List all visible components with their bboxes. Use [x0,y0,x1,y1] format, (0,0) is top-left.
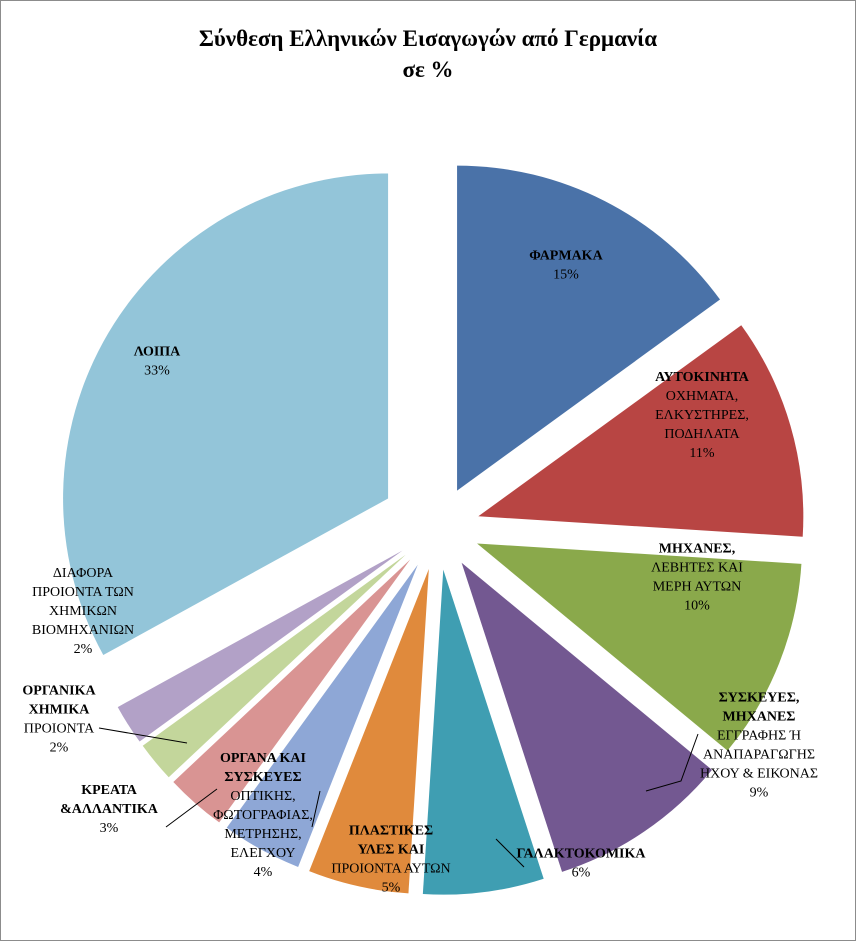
slice-label: ΚΡΕΑΤΑ &ΑΛΛΑΝΤΙΚΑ 3% [60,783,159,836]
slice-name-line: ΟΡΓΑΝΙΚΑ [22,684,96,699]
slice-name-line: ΜΕΡΗ ΑΥΤΩΝ [653,580,742,595]
slice-value-label: 9% [750,786,769,801]
slice-name-line: ΗΧΟΥ & ΕΙΚΟΝΑΣ [700,767,818,782]
slice-name-line: ΠΡΟΙΟΝΤΑ ΑΥΤΩΝ [331,862,450,877]
slice-name-line: ΦΩΤΟΓΡΑΦΙΑΣ, [213,808,313,823]
pie-slice [461,562,713,872]
pie-slice [63,173,389,656]
slice-name-line: ΠΡΟΙΟΝΤΑ [24,722,95,737]
slice-label: ΑΥΤΟΚΙΝΗΤΑ ΟΧΗΜΑΤΑ, ΕΛΚΥΣΤΗΡΕΣ, ΠΟΔΗΛΑΤΑ 11% [655,370,750,461]
slice-name-line: &ΑΛΛΑΝΤΙΚΑ [60,802,159,817]
leader-line [165,788,218,828]
slice-name-line: ΧΗΜΙΚΩΝ [49,604,117,619]
slice-name-line: ΠΡΟΙΟΝΤΑ ΤΩΝ [32,585,134,600]
pie-slice [309,568,429,894]
slice-name-line: ΜΗΧΑΝΕΣ [723,710,796,725]
pie-slice [117,550,403,742]
slice-name-line: ΟΠΤΙΚΗΣ, [230,789,295,804]
pie-slice [457,165,720,491]
slice-value-label: 15% [553,268,579,283]
slice-label: ΠΛΑΣΤΙΚΕΣ ΥΛΕΣ ΚΑΙ ΠΡΟΙΟΝΤΑ ΑΥΤΩΝ 5% [331,824,450,896]
slice-name-line: ΜΕΤΡΗΣΗΣ, [224,827,301,842]
slice-name-line: ΛΟΙΠΑ [134,345,181,360]
slice-value-label: 3% [100,821,119,836]
pie-slice [142,554,406,778]
slice-name-line: ΕΛΚΥΣΤΗΡΕΣ, [655,408,749,423]
slice-name-line: ΒΙΟΜΗΧΑΝΙΩΝ [32,623,134,638]
slice-name-line: ΓΑΛΑΚΤΟΚΟΜΙΚΑ [516,847,646,862]
slice-value-label: 4% [254,865,273,880]
slice-value-label: 11% [689,446,714,461]
slice-value-label: 2% [74,642,93,657]
slice-name-line: ΠΟΔΗΛΑΤΑ [664,427,740,442]
leader-line [495,838,525,868]
slice-name-line: ΣΥΣΚΕΥΕΣ, [719,691,800,706]
slice-name-line: ΟΡΓΑΝΑ ΚΑΙ [220,751,306,766]
slice-label: ΣΥΣΚΕΥΕΣ, ΜΗΧΑΝΕΣ ΕΓΓΡΑΦΗΣ Ή ΑΝΑΠΑΡΑΓΩΓΗΣ ΗΧ… [700,691,818,801]
pie-slice [226,564,418,867]
slice-name-line: ΜΗΧΑΝΕΣ, [659,542,735,557]
slice-label: ΔΙΑΦΟΡΑ ΠΡΟΙΟΝΤΑ ΤΩΝ ΧΗΜΙΚΩΝ ΒΙΟΜΗΧΑΝΙΩΝ 2% [32,566,134,657]
pie-slice [173,559,411,823]
slice-value-label: 6% [572,866,591,881]
slice-value-label: 5% [382,881,401,896]
slice-name-line: ΑΝΑΠΑΡΑΓΩΓΗΣ [703,748,815,763]
slice-value-label: 2% [50,741,69,756]
pie-slice [477,543,802,751]
slice-name-line: ΔΙΑΦΟΡΑ [53,566,114,581]
slice-label: ΟΡΓΑΝΙΚΑ ΧΗΜΙΚΑ ΠΡΟΙΟΝΤΑ 2% [22,684,96,756]
slice-name-line: ΠΛΑΣΤΙΚΕΣ [349,824,433,839]
pie-slice [478,325,804,537]
chart-title: Σύνθεση Ελληνικών Εισαγωγών από Γερμανία… [1,23,855,85]
slice-value-label: 10% [684,599,710,614]
slice-label: ΓΑΛΑΚΤΟΚΟΜΙΚΑ 6% [516,847,646,881]
slice-label: ΛΟΙΠΑ 33% [134,345,181,379]
slice-name-line: ΕΓΓΡΑΦΗΣ Ή [717,729,801,744]
leader-line [311,790,321,828]
chart-title-line: Σύνθεση Ελληνικών Εισαγωγών από Γερμανία [198,26,658,51]
slice-name-line: ΦΑΡΜΑΚΑ [529,249,603,264]
slice-label: ΦΑΡΜΑΚΑ 15% [529,249,603,283]
slice-name-line: ΣΥΣΚΕΥΕΣ [224,770,301,785]
slice-name-line: ΚΡΕΑΤΑ [81,783,138,798]
slice-name-line: ΧΗΜΙΚΑ [29,703,91,718]
leader-line [98,727,188,744]
slice-name-line: ΥΛΕΣ ΚΑΙ [358,843,425,858]
pie-slice [422,569,544,895]
slice-value-label: 33% [144,364,170,379]
slice-label: ΟΡΓΑΝΑ ΚΑΙ ΣΥΣΚΕΥΕΣ ΟΠΤΙΚΗΣ, ΦΩΤΟΓΡΑΦΙΑΣ, ΜΕ… [213,751,313,880]
slice-name-line: ΛΕΒΗΤΕΣ ΚΑΙ [651,561,743,576]
leader-line [645,733,699,792]
chart-subtitle-line: σε % [402,57,454,82]
slice-name-line: ΑΥΤΟΚΙΝΗΤΑ [655,370,750,385]
slice-name-line: ΕΛΕΓΧΟΥ [231,846,296,861]
slice-label: ΜΗΧΑΝΕΣ, ΛΕΒΗΤΕΣ ΚΑΙ ΜΕΡΗ ΑΥΤΩΝ 10% [651,542,743,614]
slice-name-line: ΟΧΗΜΑΤΑ, [666,389,738,404]
